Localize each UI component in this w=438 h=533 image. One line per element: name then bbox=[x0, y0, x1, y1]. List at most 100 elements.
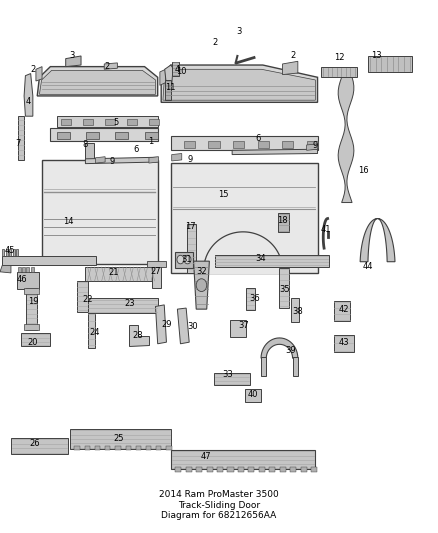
Polygon shape bbox=[279, 467, 286, 472]
Text: 5: 5 bbox=[113, 118, 119, 127]
Polygon shape bbox=[160, 69, 166, 85]
Polygon shape bbox=[11, 438, 68, 454]
Polygon shape bbox=[127, 119, 137, 125]
Polygon shape bbox=[278, 213, 289, 232]
Polygon shape bbox=[74, 446, 80, 450]
Text: 9: 9 bbox=[109, 157, 114, 166]
Polygon shape bbox=[31, 266, 34, 272]
Polygon shape bbox=[17, 272, 39, 289]
Text: 11: 11 bbox=[166, 84, 176, 92]
Text: 40: 40 bbox=[248, 390, 258, 399]
Text: 26: 26 bbox=[30, 439, 40, 448]
Text: 14: 14 bbox=[63, 217, 73, 225]
Circle shape bbox=[184, 255, 191, 264]
Polygon shape bbox=[258, 141, 269, 148]
Polygon shape bbox=[217, 467, 223, 472]
Text: 46: 46 bbox=[17, 276, 27, 284]
Text: 17: 17 bbox=[185, 222, 196, 231]
Polygon shape bbox=[207, 467, 213, 472]
Polygon shape bbox=[261, 338, 298, 358]
Polygon shape bbox=[115, 446, 120, 450]
Polygon shape bbox=[307, 144, 318, 150]
Polygon shape bbox=[321, 67, 357, 77]
Polygon shape bbox=[172, 154, 182, 161]
Polygon shape bbox=[104, 63, 117, 69]
Text: 2: 2 bbox=[291, 52, 296, 60]
Polygon shape bbox=[145, 132, 158, 139]
Text: 22: 22 bbox=[82, 295, 93, 304]
Polygon shape bbox=[232, 149, 318, 155]
Text: 43: 43 bbox=[339, 338, 349, 346]
Polygon shape bbox=[24, 288, 39, 294]
Polygon shape bbox=[83, 119, 93, 125]
Text: 15: 15 bbox=[218, 190, 229, 199]
Polygon shape bbox=[16, 249, 18, 256]
Polygon shape bbox=[300, 467, 307, 472]
Text: 29: 29 bbox=[161, 320, 172, 328]
Polygon shape bbox=[149, 119, 159, 125]
Text: 24: 24 bbox=[89, 328, 99, 337]
Text: 20: 20 bbox=[28, 338, 38, 347]
Polygon shape bbox=[214, 373, 250, 385]
Text: 45: 45 bbox=[4, 246, 15, 255]
Polygon shape bbox=[2, 249, 4, 256]
Text: 3: 3 bbox=[70, 52, 75, 60]
Text: 6: 6 bbox=[256, 134, 261, 143]
Text: 38: 38 bbox=[293, 308, 303, 316]
Polygon shape bbox=[172, 62, 179, 76]
Text: 27: 27 bbox=[150, 268, 161, 276]
Polygon shape bbox=[115, 132, 128, 139]
Polygon shape bbox=[155, 305, 166, 344]
Polygon shape bbox=[311, 467, 317, 472]
Text: 33: 33 bbox=[223, 370, 233, 379]
Polygon shape bbox=[165, 80, 171, 100]
Polygon shape bbox=[85, 266, 153, 281]
Text: 44: 44 bbox=[363, 262, 373, 271]
Polygon shape bbox=[334, 335, 354, 352]
Text: 41: 41 bbox=[321, 225, 332, 233]
Polygon shape bbox=[24, 324, 39, 330]
Text: 36: 36 bbox=[250, 294, 260, 303]
Polygon shape bbox=[194, 261, 209, 309]
Polygon shape bbox=[283, 61, 298, 75]
Polygon shape bbox=[175, 467, 181, 472]
Polygon shape bbox=[26, 266, 29, 272]
Polygon shape bbox=[9, 249, 11, 256]
Polygon shape bbox=[2, 256, 96, 265]
Polygon shape bbox=[334, 301, 350, 321]
Polygon shape bbox=[282, 141, 293, 148]
Text: 9: 9 bbox=[188, 156, 193, 164]
Text: 32: 32 bbox=[196, 268, 207, 276]
Polygon shape bbox=[238, 467, 244, 472]
Text: 34: 34 bbox=[255, 254, 266, 263]
Polygon shape bbox=[95, 157, 105, 163]
Text: 9: 9 bbox=[313, 141, 318, 150]
Polygon shape bbox=[215, 255, 328, 266]
Circle shape bbox=[177, 255, 184, 264]
Polygon shape bbox=[171, 450, 315, 469]
Polygon shape bbox=[196, 467, 202, 472]
Polygon shape bbox=[85, 446, 90, 450]
Text: 19: 19 bbox=[28, 297, 38, 305]
Polygon shape bbox=[171, 136, 318, 150]
Text: 4: 4 bbox=[26, 97, 31, 106]
Text: 47: 47 bbox=[201, 453, 211, 461]
Polygon shape bbox=[66, 56, 81, 67]
Polygon shape bbox=[184, 141, 195, 148]
Polygon shape bbox=[22, 266, 25, 272]
Text: 1: 1 bbox=[148, 137, 154, 146]
Polygon shape bbox=[42, 160, 158, 264]
Polygon shape bbox=[230, 320, 246, 337]
Polygon shape bbox=[307, 141, 318, 148]
Polygon shape bbox=[57, 132, 70, 139]
Text: 2: 2 bbox=[105, 62, 110, 71]
Polygon shape bbox=[70, 429, 171, 449]
Polygon shape bbox=[171, 163, 318, 273]
Polygon shape bbox=[129, 325, 149, 346]
Text: 2: 2 bbox=[212, 38, 217, 47]
Polygon shape bbox=[177, 308, 189, 344]
Text: 35: 35 bbox=[279, 285, 290, 294]
Polygon shape bbox=[61, 119, 71, 125]
Text: 2014 Ram ProMaster 3500
Track-Sliding Door
Diagram for 68212656AA: 2014 Ram ProMaster 3500 Track-Sliding Do… bbox=[159, 490, 279, 520]
Polygon shape bbox=[6, 249, 8, 256]
